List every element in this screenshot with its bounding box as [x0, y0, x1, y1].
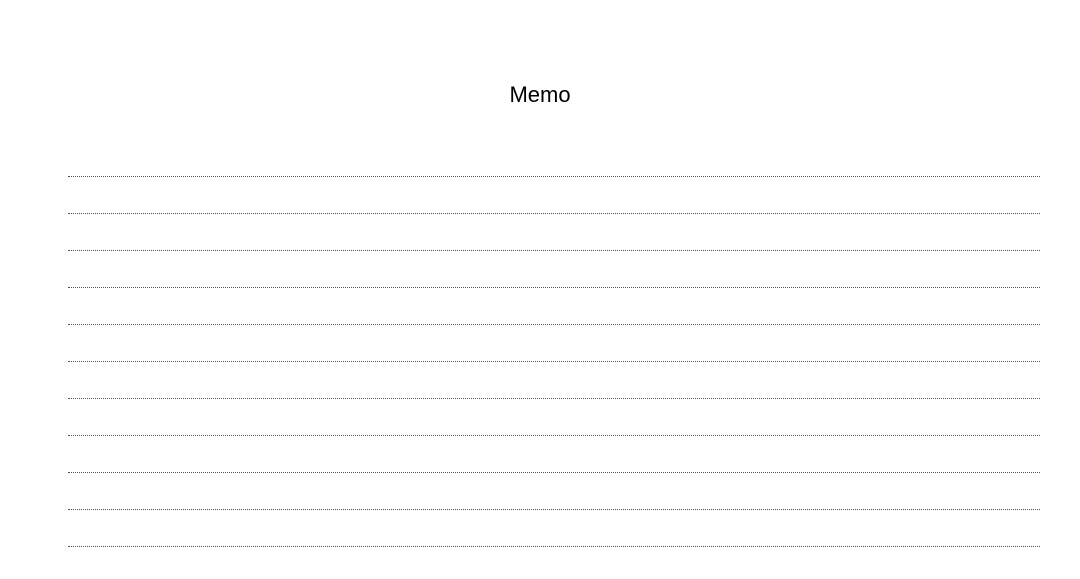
memo-line	[68, 177, 1040, 214]
memo-line	[68, 251, 1040, 288]
memo-line	[68, 473, 1040, 510]
memo-line	[68, 436, 1040, 473]
memo-line	[68, 362, 1040, 399]
memo-lines	[0, 140, 1080, 547]
memo-line	[68, 288, 1040, 325]
memo-container: Memo	[0, 0, 1080, 579]
memo-line	[68, 140, 1040, 177]
memo-line	[68, 399, 1040, 436]
memo-line	[68, 214, 1040, 251]
memo-line	[68, 325, 1040, 362]
memo-title: Memo	[0, 82, 1080, 108]
memo-line	[68, 510, 1040, 547]
